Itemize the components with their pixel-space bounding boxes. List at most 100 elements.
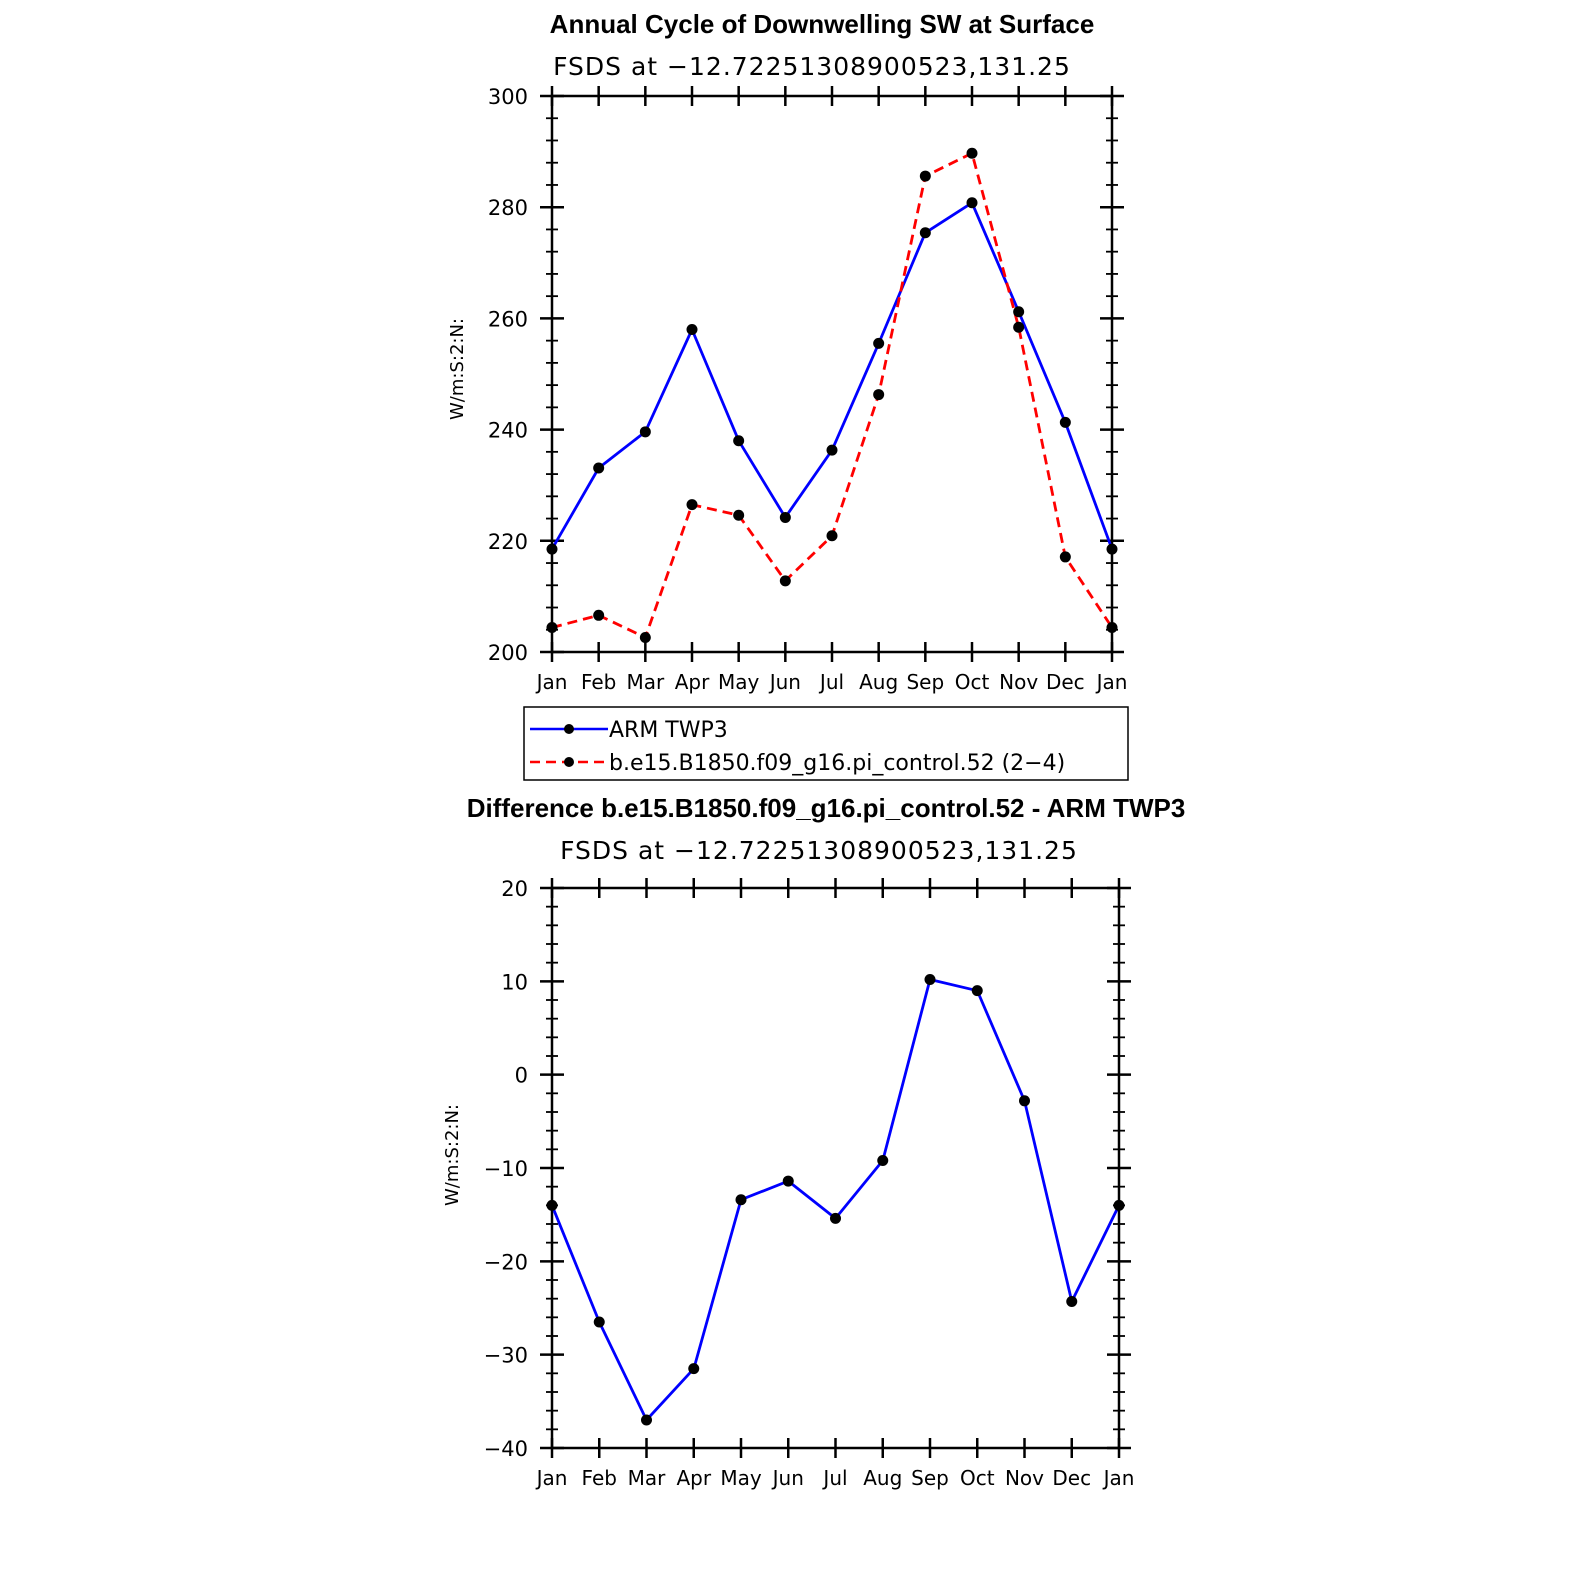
series-line	[550, 978, 1121, 1422]
x-tick-label: Oct	[955, 670, 990, 694]
data-point	[919, 170, 931, 182]
x-tick-label: Jan	[1095, 670, 1128, 694]
x-tick-label: Mar	[626, 670, 665, 694]
x-tick-label: Feb	[582, 1466, 617, 1490]
y-axis-label: W/m:S:2:N:	[447, 318, 468, 420]
plot-frame: Jan Feb Mar Apr May Jun Jul Aug Sep Oct Nov Dec Jan−…	[484, 877, 1135, 1490]
legend-label-model: b.e15.B1850.f09_g16.pi_control.52 (2−4)	[609, 751, 1065, 776]
y-tick-label: 300	[488, 85, 528, 109]
legend-marker-arm	[564, 724, 574, 734]
x-tick-label: Jan	[535, 1466, 568, 1490]
legend-box	[523, 706, 1129, 781]
difference-chart: Difference b.e15.B1850.f09_g16.pi_contro…	[442, 793, 1185, 1490]
data-point	[873, 337, 885, 349]
plot-border	[550, 94, 1114, 654]
data-point	[546, 622, 558, 634]
data-point	[735, 1194, 747, 1206]
y-axis-label: W/m:S:2:N:	[442, 1104, 463, 1206]
x-tick-label: Sep	[911, 1466, 949, 1490]
data-point	[826, 444, 838, 456]
data-point	[1059, 551, 1071, 563]
data-point	[1113, 1199, 1125, 1211]
data-point	[826, 530, 838, 542]
data-point	[1013, 306, 1025, 318]
x-tick-label: Jan	[1102, 1466, 1135, 1490]
data-point	[924, 973, 936, 985]
x-tick-label: May	[720, 1466, 762, 1490]
x-tick-label: Dec	[1046, 670, 1085, 694]
data-point	[593, 609, 605, 621]
data-point	[639, 632, 651, 644]
legend: ARM TWP3 b.e15.B1850.f09_g16.pi_control.…	[523, 706, 1129, 781]
y-tick-label: 220	[488, 530, 528, 554]
x-tick-label: Jul	[821, 1466, 847, 1490]
x-tick-label: Aug	[863, 1466, 902, 1490]
series-layer	[546, 973, 1125, 1426]
y-tick-label: 20	[501, 877, 528, 901]
data-point	[1106, 543, 1118, 555]
y-tick-label: 10	[501, 970, 528, 994]
data-point	[966, 197, 978, 209]
y-tick-label: 280	[488, 196, 528, 220]
y-tick-label: 260	[488, 307, 528, 331]
data-point	[639, 426, 651, 438]
data-point	[1066, 1295, 1078, 1307]
x-tick-label: Jun	[771, 1466, 804, 1490]
data-point	[1019, 1095, 1030, 1107]
data-point	[966, 147, 978, 159]
x-tick-label: Dec	[1052, 1466, 1091, 1490]
legend-label-arm: ARM TWP3	[609, 718, 728, 743]
x-tick-label: Nov	[999, 670, 1038, 694]
plot-frame: Jan Feb Mar Apr May Jun Jul Aug Sep Oct Nov Dec Jan 2…	[488, 85, 1128, 694]
data-point	[779, 511, 791, 523]
chart-subtitle: FSDS at −12.72251308900523,131.25	[553, 52, 1071, 81]
x-tick-label: Nov	[1005, 1466, 1044, 1490]
data-point	[779, 575, 791, 587]
data-point	[688, 1363, 700, 1375]
data-point	[641, 1414, 652, 1426]
series-layer	[546, 147, 1118, 644]
x-tick-label: Sep	[906, 670, 944, 694]
annual-cycle-chart: Annual Cycle of Downwelling SW at Surfac…	[447, 9, 1129, 781]
data-point	[971, 985, 983, 997]
y-tick-label: −40	[484, 1437, 528, 1461]
data-point	[873, 389, 885, 401]
x-tick-label: Jul	[818, 670, 844, 694]
y-tick-label: −30	[484, 1344, 528, 1368]
x-tick-label: Mar	[628, 1466, 667, 1490]
data-point	[1013, 321, 1025, 333]
data-point	[1059, 416, 1071, 428]
x-tick-label: Aug	[859, 670, 898, 694]
x-tick-label: Feb	[581, 670, 616, 694]
data-point	[546, 1199, 558, 1211]
data-point	[686, 324, 698, 336]
data-point	[546, 543, 558, 555]
x-tick-label: Apr	[675, 670, 710, 694]
data-point	[593, 1316, 605, 1328]
y-tick-label: 200	[488, 641, 528, 665]
data-point	[830, 1212, 841, 1224]
data-point	[593, 462, 605, 474]
chart-subtitle: FSDS at −12.72251308900523,131.25	[560, 836, 1078, 865]
x-tick-label: May	[718, 670, 760, 694]
y-tick-label: −10	[484, 1157, 528, 1181]
data-point	[1106, 622, 1118, 634]
x-tick-label: Jan	[535, 670, 568, 694]
chart-title: Annual Cycle of Downwelling SW at Surfac…	[550, 9, 1095, 39]
x-tick-label: Oct	[960, 1466, 995, 1490]
plot-border	[550, 886, 1121, 1450]
data-point	[686, 499, 698, 511]
series-line	[550, 201, 1114, 550]
data-point	[733, 435, 745, 447]
legend-marker-model	[564, 757, 574, 767]
data-point	[733, 509, 745, 521]
data-point	[782, 1175, 794, 1187]
chart-title: Difference b.e15.B1850.f09_g16.pi_contro…	[467, 793, 1186, 823]
x-tick-label: Jun	[768, 670, 801, 694]
y-tick-label: 240	[488, 419, 528, 443]
x-tick-label: Apr	[676, 1466, 711, 1490]
data-point	[919, 227, 931, 239]
y-tick-label: −20	[484, 1250, 528, 1274]
y-tick-label: 0	[515, 1064, 528, 1088]
